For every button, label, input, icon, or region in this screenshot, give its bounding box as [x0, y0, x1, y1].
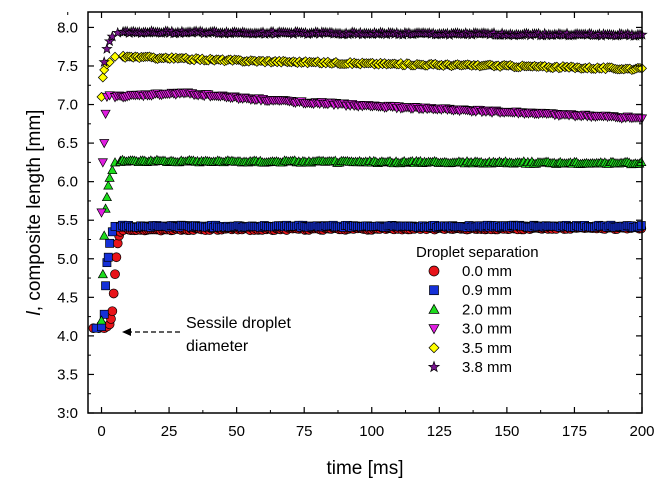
data-point [107, 164, 118, 175]
legend: Droplet separation 0.0 mm 0.9 mm 2.0 mm 3.0… [416, 244, 539, 376]
x-tick-label: 75 [296, 423, 313, 440]
legend-marker [428, 265, 440, 277]
legend-item: 3.8 mm [427, 359, 512, 376]
series-2-0-mm [96, 154, 647, 325]
legend-item: 3.5 mm [428, 340, 512, 357]
legend-label: 3.8 mm [462, 359, 512, 376]
legend-item: 0.0 mm [428, 263, 512, 280]
legend-item: 3.0 mm [428, 321, 512, 338]
y-tick-label: 4.5 [57, 289, 78, 306]
data-point [104, 172, 115, 182]
data-point [110, 51, 121, 62]
y-tick-label: 3.5 [57, 366, 78, 383]
data-point [99, 309, 109, 319]
legend-marker [429, 285, 439, 296]
legend-title: Droplet separation [416, 244, 539, 261]
data-point [101, 191, 113, 202]
x-tick-label: 175 [562, 423, 587, 440]
legend-item: 2.0 mm [428, 301, 512, 318]
series-3-8-mm [98, 25, 648, 67]
axes: 0 25 50 75 100 125 150 175 200 3.0 3.5 4.0 4.5 5.0 5.5… [57, 12, 655, 440]
data-point [103, 252, 113, 262]
data-point [110, 269, 120, 280]
y-tick-label: 6.0 [57, 174, 78, 191]
y-axis-title: l, composite length [mm] [24, 110, 45, 316]
data-point [105, 238, 115, 248]
y-tick-label: 3.0 [57, 405, 78, 422]
legend-item: 0.9 mm [429, 282, 512, 299]
legend-marker [428, 303, 440, 314]
y-tick-label: 4.0 [57, 328, 78, 345]
annotation-line-1: Sessile droplet [186, 315, 292, 332]
x-tick-label: 125 [427, 423, 452, 440]
y-tick-label: 5.0 [57, 251, 78, 268]
y-tick-label: 7.5 [57, 58, 78, 75]
x-tick-label: 0 [97, 423, 105, 440]
data-point [101, 281, 110, 291]
legend-label: 3.0 mm [462, 321, 512, 338]
legend-marker [428, 342, 440, 354]
y-tick-label: 8.0 [57, 19, 78, 36]
series-3-5-mm [96, 50, 647, 102]
plot-marks [88, 25, 648, 334]
x-tick-label: 100 [359, 423, 384, 440]
y-tick-label: 6.5 [57, 135, 78, 152]
data-point [97, 72, 108, 83]
annotation: Sessile droplet diameter [122, 315, 292, 355]
annotation-arrowhead [122, 328, 131, 336]
y-axis-title-symbol: l [24, 310, 45, 315]
legend-items: 0.0 mm 0.9 mm 2.0 mm 3.0 mm 3.5 mm 3.8 mm [427, 263, 512, 376]
legend-label: 0.9 mm [462, 282, 512, 299]
annotation-line-2: diameter [186, 338, 249, 355]
data-point [108, 288, 119, 299]
legend-label: 2.0 mm [462, 301, 512, 318]
y-tick-label: 7.0 [57, 97, 78, 114]
data-point [103, 180, 114, 190]
data-point [96, 208, 107, 218]
y-axis-title-text: , composite length [mm] [24, 110, 45, 312]
series-3-0-mm [96, 88, 648, 218]
legend-label: 0.0 mm [462, 263, 512, 280]
legend-label: 3.5 mm [462, 340, 512, 357]
data-point [99, 230, 110, 240]
data-point [101, 43, 113, 54]
series-0-9-mm [91, 220, 646, 333]
x-tick-label: 200 [629, 423, 654, 440]
data-point [98, 56, 110, 67]
data-point [97, 158, 108, 168]
legend-marker [428, 324, 440, 335]
plot-frame [87, 11, 643, 414]
data-point [100, 109, 111, 120]
data-point [96, 315, 107, 325]
data-point [111, 252, 122, 263]
x-axis-title: time [ms] [326, 458, 403, 479]
data-point [97, 268, 108, 279]
legend-marker [427, 360, 441, 373]
data-point [99, 139, 110, 149]
y-tick-label: 5.5 [57, 212, 78, 229]
x-tick-label: 50 [228, 423, 245, 440]
x-tick-label: 25 [161, 423, 178, 440]
data-point [107, 306, 118, 317]
x-tick-label: 150 [494, 423, 519, 440]
